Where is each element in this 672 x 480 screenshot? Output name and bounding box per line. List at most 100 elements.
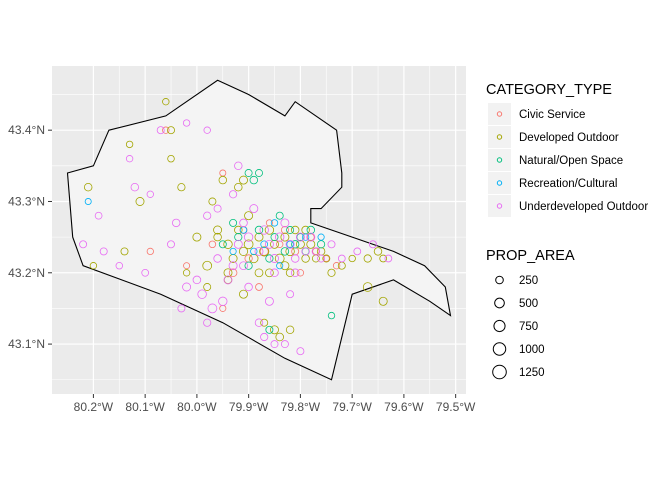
legend-key-background — [488, 126, 511, 148]
point-developed-outdoor — [223, 239, 233, 249]
y-tick-label: 43.2°N — [8, 266, 45, 280]
point-underdeveloped-outdoor — [337, 254, 346, 263]
point-underdeveloped-outdoor — [368, 240, 377, 249]
color-legend-label: Recreation/Cultural — [519, 178, 617, 190]
point-recreation-cultural — [286, 240, 294, 248]
legend-size-key — [495, 275, 504, 285]
point-underdeveloped-outdoor — [306, 232, 316, 242]
point-developed-outdoor — [238, 246, 249, 256]
point-developed-outdoor — [83, 182, 93, 192]
point-developed-outdoor — [280, 261, 290, 271]
point-developed-outdoor — [202, 260, 213, 271]
point-underdeveloped-outdoor — [285, 239, 295, 249]
point-developed-outdoor — [290, 225, 300, 235]
point-natural-open-space — [291, 240, 300, 249]
x-tick-label: 79.7°W — [332, 400, 372, 414]
point-underdeveloped-outdoor — [290, 268, 300, 278]
point-civic-service — [332, 262, 341, 270]
point-developed-outdoor — [254, 232, 264, 242]
point-civic-service — [183, 262, 191, 270]
point-underdeveloped-outdoor — [115, 261, 124, 270]
legend-key-background — [488, 172, 511, 194]
point-underdeveloped-outdoor — [264, 296, 274, 306]
data-points — [79, 98, 393, 356]
point-natural-open-space — [327, 311, 336, 320]
legend-key-background — [488, 149, 511, 171]
legend-key-point — [496, 203, 503, 209]
point-recreation-cultural — [84, 198, 92, 205]
point-underdeveloped-outdoor — [249, 204, 259, 214]
point-developed-outdoor — [378, 296, 388, 306]
point-developed-outdoor — [244, 211, 254, 221]
point-underdeveloped-outdoor — [301, 247, 310, 256]
size-legend-label: 1000 — [519, 344, 545, 356]
point-natural-open-space — [265, 254, 274, 263]
point-developed-outdoor — [327, 268, 336, 277]
point-underdeveloped-outdoor — [270, 340, 279, 349]
point-developed-outdoor — [270, 325, 279, 335]
point-natural-open-space — [265, 325, 274, 334]
point-underdeveloped-outdoor — [234, 161, 243, 171]
point-developed-outdoor — [285, 325, 295, 335]
point-underdeveloped-outdoor — [156, 126, 165, 135]
legend-key-background — [488, 103, 511, 125]
legend-key-background — [488, 315, 511, 337]
point-developed-outdoor — [270, 239, 279, 249]
point-developed-outdoor — [213, 225, 223, 235]
point-underdeveloped-outdoor — [146, 190, 154, 198]
point-underdeveloped-outdoor — [243, 232, 254, 242]
point-civic-service — [259, 246, 269, 256]
point-natural-open-space — [306, 225, 316, 235]
x-tick-label: 80.2°W — [74, 400, 114, 414]
point-underdeveloped-outdoor — [203, 126, 211, 134]
point-underdeveloped-outdoor — [311, 247, 321, 256]
point-developed-outdoor — [218, 175, 228, 185]
point-underdeveloped-outdoor — [218, 296, 228, 306]
point-developed-outdoor — [306, 239, 316, 249]
legend-size-key — [493, 319, 506, 333]
legend-key-background — [488, 361, 511, 383]
point-civic-service — [322, 255, 330, 262]
point-underdeveloped-outdoor — [167, 240, 175, 249]
point-underdeveloped-outdoor — [317, 254, 326, 263]
point-developed-outdoor — [379, 254, 388, 263]
point-developed-outdoor — [234, 182, 243, 192]
point-natural-open-space — [244, 169, 253, 177]
size-legend: PROP_AREA 250 500 750 1000 1250 — [486, 248, 575, 383]
point-natural-open-space — [275, 211, 284, 220]
point-natural-open-space — [296, 233, 305, 242]
point-underdeveloped-outdoor — [171, 218, 181, 228]
size-legend-label: 500 — [519, 298, 538, 310]
point-civic-service — [280, 226, 289, 234]
x-tick-label: 79.8°W — [281, 400, 321, 414]
point-developed-outdoor — [125, 140, 134, 149]
point-developed-outdoor — [162, 98, 170, 106]
point-underdeveloped-outdoor — [239, 218, 248, 228]
point-natural-open-space — [229, 218, 238, 227]
point-underdeveloped-outdoor — [99, 247, 108, 256]
color-legend-title: CATEGORY_TYPE — [486, 82, 612, 98]
point-civic-service — [146, 247, 154, 256]
point-developed-outdoor — [348, 254, 356, 263]
legend-key-background — [488, 338, 511, 360]
point-natural-open-space — [286, 226, 295, 234]
legend-key-point — [496, 111, 503, 117]
point-natural-open-space — [249, 175, 259, 185]
point-underdeveloped-outdoor — [207, 303, 218, 314]
point-recreation-cultural — [276, 262, 284, 270]
point-developed-outdoor — [280, 232, 290, 242]
point-natural-open-space — [244, 261, 253, 270]
y-tick-label: 43.3°N — [8, 194, 45, 208]
y-axis: 43.1°N 43.2°N 43.3°N 43.4°N — [8, 123, 52, 351]
point-recreation-cultural — [260, 240, 269, 249]
point-underdeveloped-outdoor — [223, 275, 233, 285]
point-developed-outdoor — [213, 232, 222, 242]
y-tick-label: 43.1°N — [8, 337, 45, 351]
point-underdeveloped-outdoor — [254, 246, 264, 256]
point-natural-open-space — [280, 247, 290, 256]
point-underdeveloped-outdoor — [384, 254, 393, 263]
point-underdeveloped-outdoor — [94, 211, 103, 220]
point-underdeveloped-outdoor — [286, 290, 295, 299]
point-developed-outdoor — [285, 268, 295, 278]
